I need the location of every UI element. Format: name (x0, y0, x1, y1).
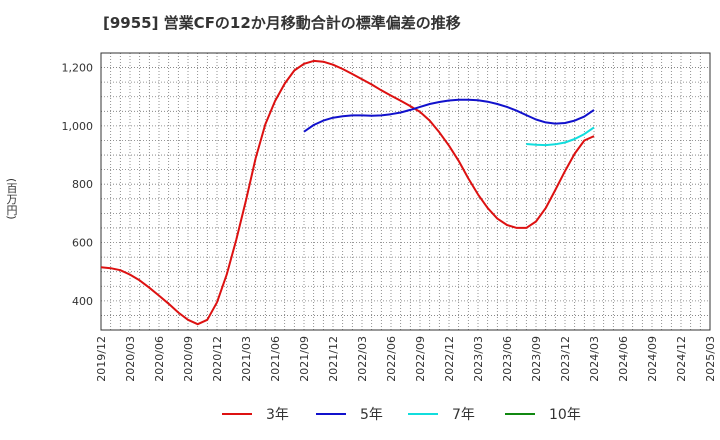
x-tick-label: 2021/03 (240, 336, 253, 382)
x-tick-label: 2023/09 (530, 336, 543, 382)
x-axis: 2019/12 2020/03 2020/06 2020/09 2020/12 2021/… (95, 336, 717, 382)
series-line (100, 59, 595, 326)
legend: 3年 5年 7年 10年 (222, 407, 581, 423)
x-tick-label: 2020/06 (153, 336, 166, 382)
x-tick-label: 2023/06 (501, 336, 514, 382)
x-tick-label: 2025/03 (704, 336, 717, 382)
legend-label: 7年 (452, 407, 475, 423)
y-tick-label: 1,000 (62, 120, 94, 133)
x-tick-label: 2022/06 (385, 336, 398, 382)
series-line (526, 126, 595, 147)
x-tick-label: 2024/03 (588, 336, 601, 382)
plot-border (100, 52, 711, 331)
x-tick-label: 2022/12 (443, 336, 456, 382)
x-tick-label: 2022/03 (356, 336, 369, 382)
x-tick-label: 2023/12 (559, 336, 572, 382)
y-tick-label: 1,200 (62, 62, 94, 75)
x-tick-label: 2022/09 (414, 336, 427, 382)
y-axis-label: (百万円) (5, 178, 18, 220)
legend-label: 10年 (549, 407, 581, 423)
x-tick-label: 2020/12 (211, 336, 224, 382)
series-lines (100, 59, 595, 326)
plot-area (101, 53, 710, 330)
x-tick-label: 2020/09 (182, 336, 195, 382)
x-tick-label: 2024/06 (617, 336, 630, 382)
x-tick-label: 2021/09 (298, 336, 311, 382)
y-axis: 400 600 800 1,000 1,200 (62, 62, 94, 308)
y-tick-label: 600 (72, 237, 93, 250)
legend-label: 5年 (360, 407, 383, 423)
y-tick-label: 800 (72, 178, 93, 191)
x-tick-label: 2019/12 (95, 336, 108, 382)
x-tick-label: 2021/12 (327, 336, 340, 382)
x-tick-label: 2020/03 (124, 336, 137, 382)
x-tick-label: 2021/06 (269, 336, 282, 382)
y-tick-label: 400 (72, 295, 93, 308)
x-tick-label: 2023/03 (472, 336, 485, 382)
legend-label: 3年 (266, 407, 289, 423)
x-tick-label: 2024/12 (675, 336, 688, 382)
series-line (303, 98, 595, 133)
x-tick-label: 2024/09 (646, 336, 659, 382)
chart-title: [9955] 営業CFの12か月移動合計の標準偏差の推移 (103, 14, 461, 32)
